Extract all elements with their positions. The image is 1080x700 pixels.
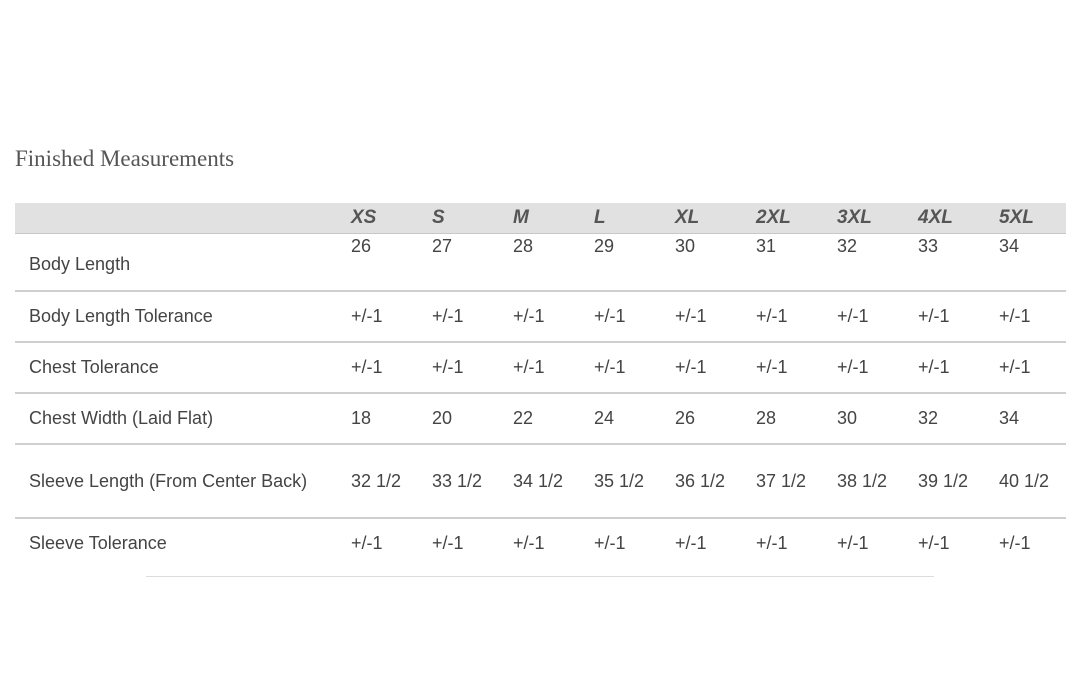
table-cell: 20 bbox=[418, 392, 499, 445]
table-cell: +/-1 bbox=[756, 533, 788, 553]
table-cell: 32 bbox=[904, 392, 985, 445]
row-label: Sleeve Tolerance bbox=[29, 533, 167, 553]
table-cell: 30 bbox=[661, 233, 742, 292]
footer-divider bbox=[146, 576, 934, 577]
table-cell: 34 bbox=[985, 392, 1066, 445]
table-cell: +/-1 bbox=[337, 341, 418, 394]
table-cell: 28 bbox=[742, 392, 823, 445]
table-cell: 30 bbox=[823, 392, 904, 445]
header-size-5xl: 5XL bbox=[985, 203, 1066, 234]
table-cell: 36 1/2 bbox=[661, 443, 742, 519]
table-cell: 38 1/2 bbox=[823, 443, 904, 519]
table-row: Chest Width (Laid Flat) 18 20 22 24 26 2… bbox=[15, 392, 1066, 445]
row-label: Chest Width (Laid Flat) bbox=[15, 392, 337, 445]
table-cell: 37 1/2 bbox=[742, 443, 823, 519]
table-cell: +/-1 bbox=[742, 290, 823, 343]
table-row: Sleeve Length (From Center Back) 32 1/2 … bbox=[15, 443, 1066, 519]
table-cell: +/-1 bbox=[432, 533, 464, 553]
row-label: Chest Tolerance bbox=[15, 341, 337, 394]
header-size-xs: XS bbox=[337, 203, 418, 234]
table-cell: +/-1 bbox=[580, 290, 661, 343]
table-cell: +/-1 bbox=[580, 341, 661, 394]
table-cell: 39 1/2 bbox=[904, 443, 985, 519]
row-label: Sleeve Length (From Center Back) bbox=[15, 443, 337, 519]
size-chart-table: XS S M L XL 2XL 3XL 4XL 5XL Body Length … bbox=[15, 203, 1066, 569]
table-cell: 22 bbox=[499, 392, 580, 445]
table-cell: +/-1 bbox=[904, 341, 985, 394]
table-cell: 26 bbox=[661, 392, 742, 445]
table-cell: +/-1 bbox=[418, 341, 499, 394]
table-cell: 24 bbox=[580, 392, 661, 445]
table-row: Body Length Tolerance +/-1 +/-1 +/-1 +/-… bbox=[15, 290, 1066, 343]
table-cell: 27 bbox=[418, 233, 499, 292]
table-cell: 31 bbox=[742, 233, 823, 292]
table-cell: +/-1 bbox=[661, 341, 742, 394]
table-cell: 33 1/2 bbox=[418, 443, 499, 519]
table-cell: 32 1/2 bbox=[337, 443, 418, 519]
table-cell: +/-1 bbox=[999, 533, 1031, 553]
table-cell: 34 1/2 bbox=[499, 443, 580, 519]
table-cell: +/-1 bbox=[594, 533, 626, 553]
table-cell: 33 bbox=[904, 233, 985, 292]
table-row: Body Length 26 27 28 29 30 31 32 33 34 bbox=[15, 233, 1066, 292]
table-cell: +/-1 bbox=[985, 341, 1066, 394]
header-size-s: S bbox=[418, 203, 499, 234]
table-cell: +/-1 bbox=[418, 290, 499, 343]
section-title: Finished Measurements bbox=[15, 146, 235, 171]
row-label: Body Length Tolerance bbox=[15, 290, 337, 343]
table-cell: +/-1 bbox=[904, 290, 985, 343]
header-size-4xl: 4XL bbox=[904, 203, 985, 234]
table-row: Sleeve Tolerance +/-1 +/-1 +/-1 +/-1 +/-… bbox=[15, 518, 1066, 569]
table-cell: +/-1 bbox=[985, 290, 1066, 343]
header-size-3xl: 3XL bbox=[823, 203, 904, 234]
table-cell: 32 bbox=[823, 233, 904, 292]
table-cell: +/-1 bbox=[351, 533, 383, 553]
table-cell: +/-1 bbox=[337, 290, 418, 343]
table-cell: +/-1 bbox=[918, 533, 950, 553]
table-cell: +/-1 bbox=[823, 290, 904, 343]
table-cell: +/-1 bbox=[499, 290, 580, 343]
table-cell: +/-1 bbox=[837, 533, 869, 553]
header-size-l: L bbox=[580, 203, 661, 234]
table-cell: 29 bbox=[580, 233, 661, 292]
table-header-row: XS S M L XL 2XL 3XL 4XL 5XL bbox=[15, 203, 1066, 234]
row-label: Body Length bbox=[15, 233, 337, 292]
table-row: Chest Tolerance +/-1 +/-1 +/-1 +/-1 +/-1… bbox=[15, 341, 1066, 394]
table-cell: 26 bbox=[337, 233, 418, 292]
table-cell: 28 bbox=[499, 233, 580, 292]
table-cell: 40 1/2 bbox=[985, 443, 1066, 519]
table-cell: 18 bbox=[337, 392, 418, 445]
table-cell: +/-1 bbox=[499, 341, 580, 394]
header-size-2xl: 2XL bbox=[742, 203, 823, 234]
header-corner bbox=[15, 203, 337, 234]
table-cell: +/-1 bbox=[513, 533, 545, 553]
table-cell: +/-1 bbox=[675, 533, 707, 553]
table-cell: +/-1 bbox=[661, 290, 742, 343]
header-size-xl: XL bbox=[661, 203, 742, 234]
table-cell: 34 bbox=[985, 233, 1066, 292]
header-size-m: M bbox=[499, 203, 580, 234]
table-cell: +/-1 bbox=[742, 341, 823, 394]
table-cell: +/-1 bbox=[823, 341, 904, 394]
table-cell: 35 1/2 bbox=[580, 443, 661, 519]
